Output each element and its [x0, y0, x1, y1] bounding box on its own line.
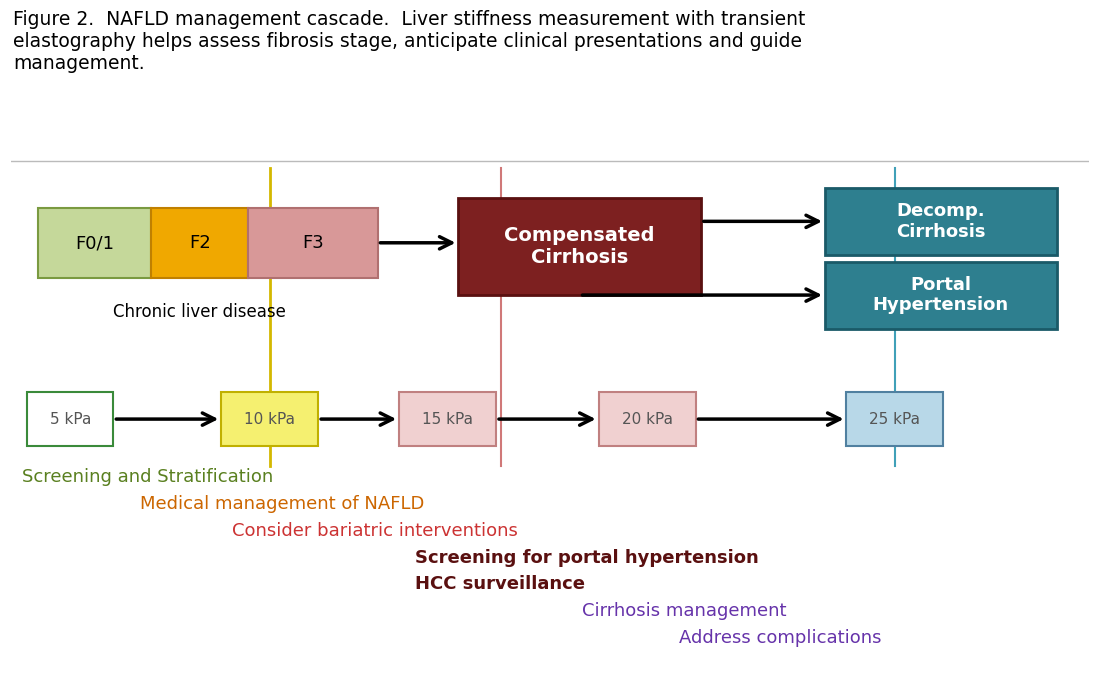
Text: Address complications: Address complications [680, 629, 882, 647]
Text: Portal
Hypertension: Portal Hypertension [872, 276, 1009, 315]
Text: Cirrhosis management: Cirrhosis management [582, 602, 786, 620]
Text: Figure 2.  NAFLD management cascade.  Liver stiffness measurement with transient: Figure 2. NAFLD management cascade. Live… [13, 10, 805, 73]
Text: 15 kPa: 15 kPa [422, 412, 473, 427]
Text: Screening for portal hypertension: Screening for portal hypertension [416, 549, 759, 566]
FancyBboxPatch shape [459, 198, 701, 295]
Text: F3: F3 [302, 234, 323, 252]
Text: Medical management of NAFLD: Medical management of NAFLD [141, 495, 425, 513]
FancyBboxPatch shape [28, 393, 113, 446]
Text: Chronic liver disease: Chronic liver disease [113, 303, 286, 321]
FancyBboxPatch shape [399, 393, 496, 446]
Text: Decomp.
Cirrhosis: Decomp. Cirrhosis [896, 202, 986, 241]
Text: 5 kPa: 5 kPa [50, 412, 91, 427]
FancyBboxPatch shape [598, 393, 695, 446]
Text: 10 kPa: 10 kPa [244, 412, 295, 427]
Text: F2: F2 [189, 234, 210, 252]
Text: F0/1: F0/1 [75, 234, 114, 252]
Text: Screening and Stratification: Screening and Stratification [22, 468, 273, 486]
Text: Consider bariatric interventions: Consider bariatric interventions [232, 522, 518, 540]
FancyBboxPatch shape [151, 208, 249, 278]
Text: HCC surveillance: HCC surveillance [416, 575, 585, 594]
Text: 20 kPa: 20 kPa [621, 412, 672, 427]
FancyBboxPatch shape [847, 393, 944, 446]
FancyBboxPatch shape [221, 393, 318, 446]
FancyBboxPatch shape [825, 188, 1057, 255]
Text: Compensated
Cirrhosis: Compensated Cirrhosis [505, 226, 654, 267]
FancyBboxPatch shape [37, 208, 151, 278]
FancyBboxPatch shape [825, 261, 1057, 328]
FancyBboxPatch shape [249, 208, 377, 278]
Text: 25 kPa: 25 kPa [869, 412, 921, 427]
